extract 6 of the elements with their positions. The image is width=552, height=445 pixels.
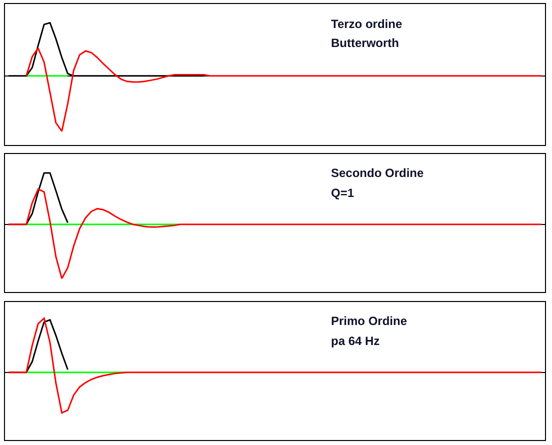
annotation: Butterworth (331, 36, 399, 50)
annotation: Terzo ordine (331, 17, 402, 31)
annotation: Secondo Ordine (331, 166, 424, 180)
annotation: Q=1 (331, 186, 354, 200)
annotation: Primo Ordine (331, 314, 408, 328)
annotation: pa 64 Hz (331, 334, 380, 348)
